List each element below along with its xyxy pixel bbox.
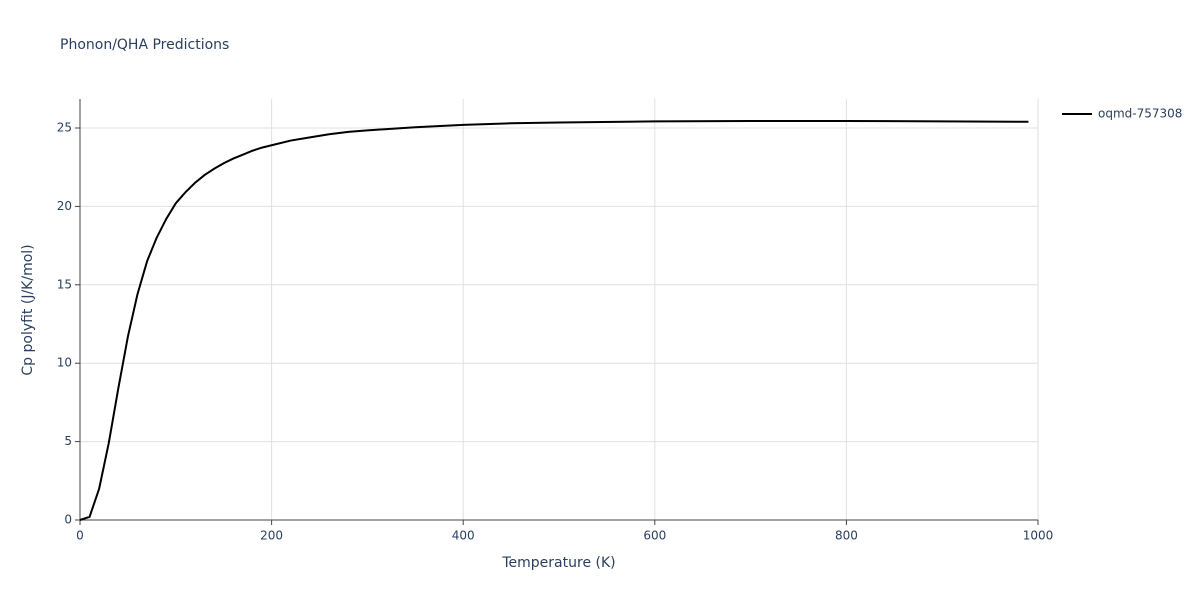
y-tick-label: 0 xyxy=(64,513,72,527)
x-tick-label: 200 xyxy=(260,529,283,543)
y-tick-label: 20 xyxy=(57,199,72,213)
x-tick-label: 800 xyxy=(835,529,858,543)
x-axis-label: Temperature (K) xyxy=(501,555,615,571)
chart-title: Phonon/QHA Predictions xyxy=(60,37,229,53)
y-tick-label: 5 xyxy=(64,434,72,448)
x-tick-label: 1000 xyxy=(1023,529,1054,543)
y-tick-label: 10 xyxy=(57,356,72,370)
data-line xyxy=(79,119,1029,521)
y-tick-label: 15 xyxy=(57,277,72,291)
x-tick-label: 0 xyxy=(76,529,84,543)
legend-label: oqmd-757308 xyxy=(1098,107,1182,121)
x-tick-label: 600 xyxy=(643,529,666,543)
y-axis-label: Cp polyfit (J/K/mol) xyxy=(20,244,36,375)
x-tick-label: 400 xyxy=(452,529,475,543)
y-tick-label: 25 xyxy=(57,121,72,135)
